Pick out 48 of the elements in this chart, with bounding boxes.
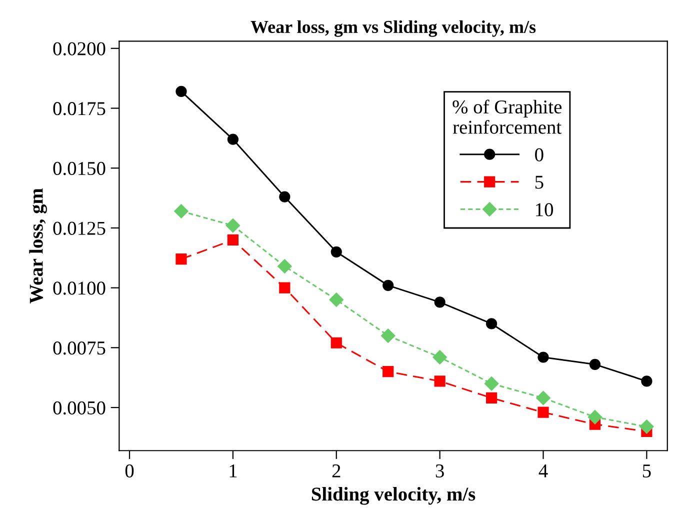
point (588, 410, 602, 424)
point (486, 318, 498, 330)
point (640, 420, 654, 434)
point (641, 376, 652, 387)
point (278, 259, 292, 274)
legend-label: 0 (535, 148, 544, 162)
y-axis-title: Wear loss, gm (29, 188, 47, 304)
point (176, 86, 187, 98)
point (330, 246, 342, 258)
y-tick-label: 0.0100 (53, 282, 106, 295)
x-tick-label: 1 (230, 464, 237, 478)
legend-label: 10 (536, 203, 554, 216)
y-tick-label: 0.0150 (53, 162, 106, 176)
chart-title: Wear loss, gm vs Sliding velocity, m/s (250, 20, 536, 37)
point (434, 296, 446, 308)
x-tick-label: 3 (436, 464, 444, 478)
point (330, 337, 342, 348)
x-tick-label: 2 (332, 464, 340, 478)
point (538, 352, 549, 363)
legend-title: % of Graphite reinforcement (452, 100, 562, 134)
y-tick-label: 0.0200 (53, 42, 106, 56)
point (484, 376, 499, 391)
point (226, 218, 240, 233)
x-tick-label: 4 (538, 464, 548, 478)
y-tick-label: 0.0125 (53, 222, 106, 235)
y-tick-label: 0.0175 (53, 102, 106, 116)
x-axis-title: Sliding velocity, m/s (312, 487, 476, 505)
point (227, 134, 239, 145)
point (486, 392, 498, 404)
point (589, 358, 601, 370)
point (382, 280, 394, 291)
point (279, 282, 290, 294)
point (227, 234, 239, 246)
x-tick-label: 5 (642, 464, 651, 478)
point (536, 390, 550, 406)
point (174, 204, 188, 218)
point (382, 366, 394, 378)
legend-label: 5 (535, 176, 544, 189)
point (279, 191, 290, 202)
point (538, 406, 549, 418)
x-tick-label: 0 (125, 464, 134, 478)
y-tick-label: 0.0075 (53, 341, 106, 355)
point (432, 350, 447, 364)
point (176, 254, 187, 265)
point (434, 376, 446, 387)
y-tick-label: 0.0050 (53, 401, 106, 415)
point (381, 328, 396, 343)
point (329, 292, 344, 307)
